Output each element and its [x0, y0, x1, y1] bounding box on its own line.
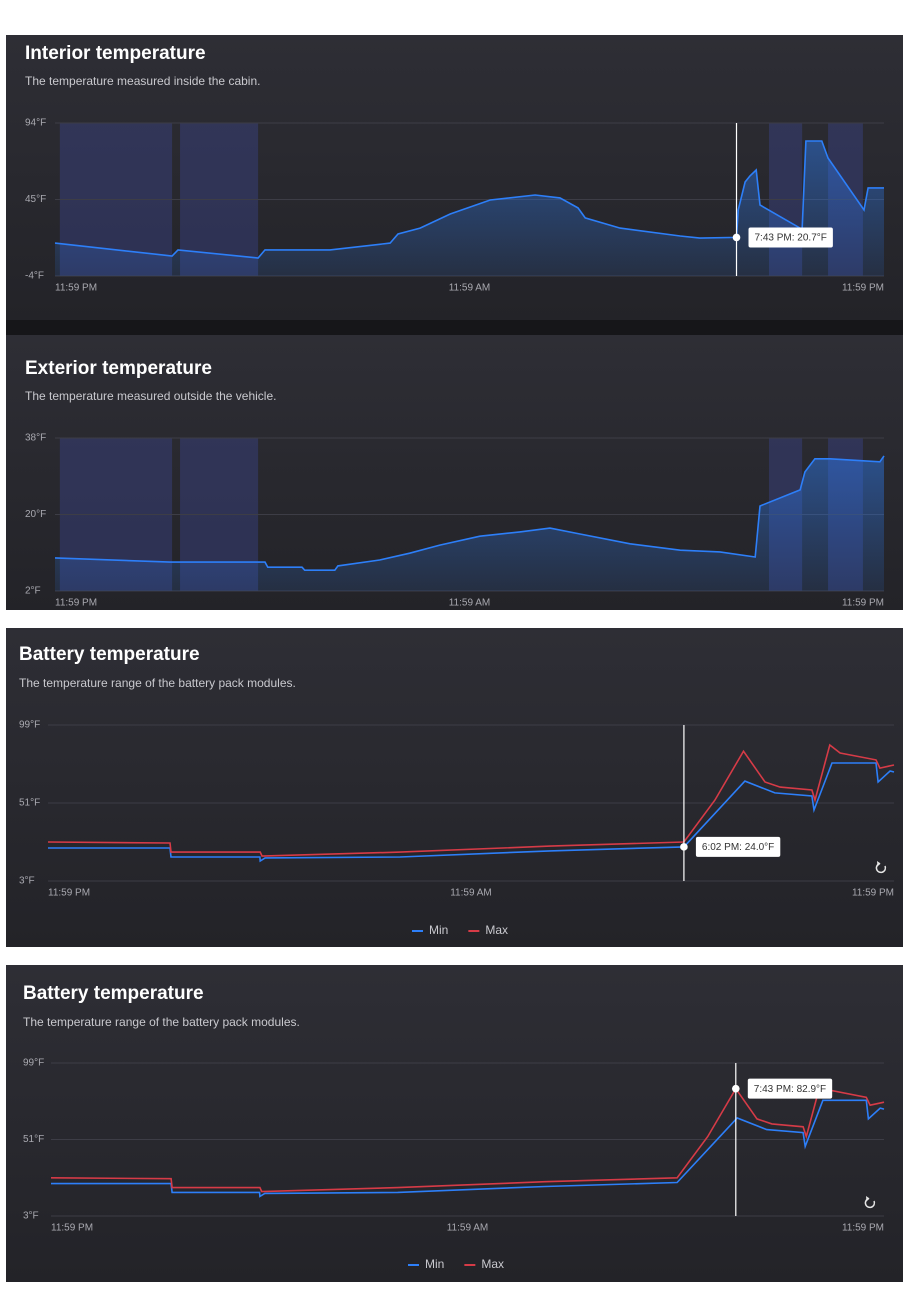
panel: [6, 628, 903, 947]
x-tick-label: 11:59 PM: [852, 888, 894, 899]
y-tick-label: 3°F: [19, 876, 35, 887]
y-tick-label: 94°F: [25, 118, 46, 129]
x-tick-label: 11:59 PM: [842, 598, 884, 609]
chart-title: Battery temperature: [23, 983, 204, 1004]
line: [54, 140, 884, 259]
y-tick-label: 45°F: [25, 194, 46, 205]
line: [54, 455, 885, 571]
chart-subtitle: The temperature measured outside the veh…: [25, 389, 276, 403]
tooltip-label: 7:43 PM: 20.7°F: [755, 233, 827, 244]
y-tick-label: 38°F: [25, 433, 46, 444]
reset-icon-arrow: [877, 861, 881, 867]
panel: [6, 965, 903, 1282]
x-tick-label: 11:59 PM: [48, 888, 90, 899]
area: [55, 455, 884, 591]
tooltip-label: 6:02 PM: 24.0°F: [702, 842, 774, 853]
x-tick-label: 11:59 PM: [842, 1223, 884, 1234]
y-tick-label: 3°F: [23, 1211, 39, 1222]
y-tick-label: 20°F: [25, 509, 46, 520]
chart-title: Battery temperature: [19, 644, 200, 665]
y-tick-label: 2°F: [25, 586, 41, 597]
x-tick-label: 11:59 AM: [449, 283, 491, 294]
legend-label: Max: [481, 1257, 504, 1271]
hover-point: [732, 233, 741, 242]
line: [47, 743, 895, 857]
x-tick-label: 11:59 PM: [55, 283, 97, 294]
hover-point: [731, 1084, 740, 1093]
chart-title: Interior temperature: [25, 43, 206, 64]
tooltip: 7:43 PM: 82.9°F: [747, 1078, 833, 1099]
y-tick-label: 99°F: [19, 720, 40, 731]
area: [55, 141, 884, 276]
tooltip-box: [748, 227, 833, 248]
chart-subtitle: The temperature measured inside the cabi…: [25, 74, 260, 88]
line: [48, 762, 895, 863]
tooltip: 7:43 PM: 20.7°F: [748, 227, 833, 248]
chart-subtitle: The temperature range of the battery pac…: [19, 676, 296, 690]
y-tick-label: 51°F: [19, 798, 40, 809]
x-tick-label: 11:59 PM: [51, 1223, 93, 1234]
chart-title: Exterior temperature: [25, 358, 212, 379]
x-tick-label: 11:59 AM: [447, 1223, 489, 1234]
y-tick-label: 51°F: [23, 1134, 44, 1145]
tooltip-box: [695, 836, 781, 857]
reset-icon-arrow: [866, 1196, 870, 1202]
chart-subtitle: The temperature range of the battery pac…: [23, 1015, 300, 1029]
tooltip-box: [747, 1078, 833, 1099]
y-tick-label: -4°F: [25, 271, 44, 282]
separator: [6, 320, 903, 335]
line: [51, 1099, 885, 1198]
tooltip: 6:02 PM: 24.0°F: [695, 836, 781, 857]
x-tick-label: 11:59 PM: [842, 283, 884, 294]
y-tick-label: 99°F: [23, 1058, 44, 1069]
legend-label: Min: [429, 923, 448, 937]
x-tick-label: 11:59 AM: [449, 598, 491, 609]
tooltip-label: 7:43 PM: 82.9°F: [754, 1084, 826, 1095]
x-tick-label: 11:59 PM: [55, 598, 97, 609]
legend-label: Max: [485, 923, 508, 937]
x-tick-label: 11:59 AM: [450, 888, 492, 899]
legend-label: Min: [425, 1257, 444, 1271]
hover-point: [680, 843, 688, 851]
